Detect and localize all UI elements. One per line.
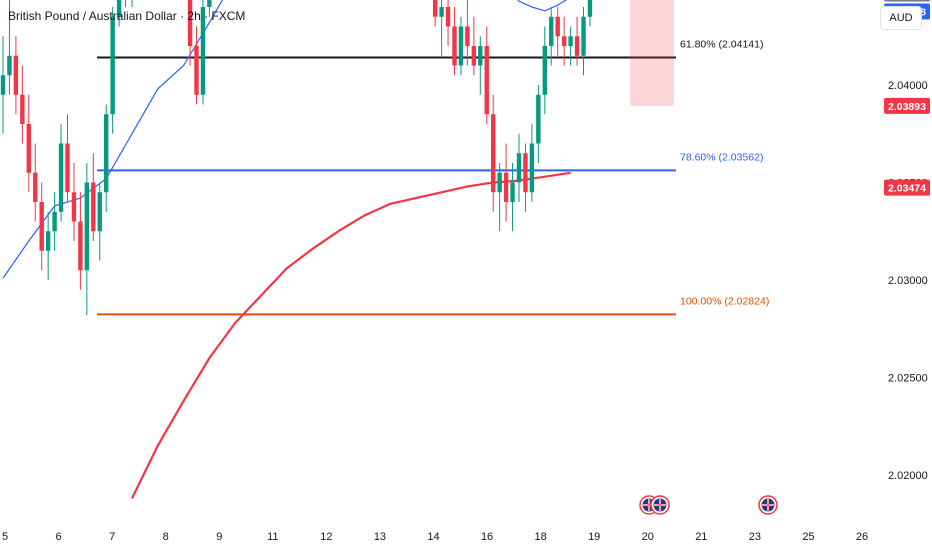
price-label: 2.03474 bbox=[884, 179, 930, 196]
candle-body bbox=[65, 143, 70, 193]
price-label: 2.04469 bbox=[884, 0, 930, 2]
slow-moving-average bbox=[131, 171, 571, 499]
candle-body bbox=[116, 0, 122, 17]
candle-body bbox=[497, 172, 502, 193]
candle-body bbox=[587, 0, 593, 17]
candlestick-series bbox=[0, 0, 593, 316]
x-tick-label: 11 bbox=[267, 531, 278, 543]
x-tick-label: 8 bbox=[163, 531, 169, 543]
candle-body bbox=[194, 46, 199, 95]
flag-event-icon bbox=[758, 495, 778, 515]
chart-title: British Pound / Australian Dollar · 2h ·… bbox=[8, 9, 246, 23]
candle-body bbox=[200, 7, 206, 95]
price-label-bg bbox=[884, 97, 930, 114]
price-axis[interactable]: 2.065002.060002.055002.050002.045002.040… bbox=[888, 0, 928, 482]
candle-body bbox=[97, 192, 102, 232]
y-tick-label: 2.03000 bbox=[888, 275, 928, 287]
currency-button[interactable]: AUD bbox=[880, 6, 922, 30]
fast-moving-average bbox=[2, 0, 568, 279]
candle-body bbox=[20, 94, 25, 124]
candle-body bbox=[561, 36, 567, 46]
x-tick-label: 6 bbox=[56, 531, 62, 543]
candle-body bbox=[52, 211, 57, 232]
candle-body bbox=[471, 46, 477, 66]
fib-level-label: 78.60% (2.03562) bbox=[680, 151, 763, 163]
candle-body bbox=[58, 143, 64, 212]
candle-body bbox=[0, 75, 6, 95]
candle-body bbox=[26, 124, 31, 173]
candle-body bbox=[207, 0, 212, 7]
x-tick-label: 12 bbox=[320, 531, 332, 543]
x-tick-label: 9 bbox=[216, 531, 222, 543]
candle-body bbox=[491, 114, 496, 193]
candle-body bbox=[568, 36, 573, 46]
fib-level-label: 61.80% (2.04141) bbox=[680, 39, 763, 51]
y-tick-label: 2.02000 bbox=[888, 470, 928, 482]
x-tick-label: 19 bbox=[588, 531, 600, 543]
candle-body bbox=[484, 46, 489, 115]
fib-level-label: 100.00% (2.02824) bbox=[680, 295, 769, 307]
candle-body bbox=[39, 202, 44, 251]
candle-body bbox=[510, 182, 515, 202]
candle-body bbox=[516, 153, 522, 183]
x-tick-label: 13 bbox=[374, 531, 386, 543]
x-tick-label: 26 bbox=[856, 531, 868, 543]
candle-body bbox=[104, 114, 109, 193]
price-label-bg bbox=[884, 179, 930, 196]
time-axis[interactable]: 5 6 7 8 9 11 12 13 14 16 18 19 20 21 23 25 26 bbox=[2, 531, 868, 543]
x-tick-label: 23 bbox=[749, 531, 761, 543]
candle-body bbox=[503, 172, 509, 202]
candle-body bbox=[432, 0, 438, 17]
candle-body bbox=[549, 16, 554, 46]
price-label-text: 2.04469 bbox=[888, 0, 926, 1]
candle-body bbox=[452, 26, 457, 66]
candle-body bbox=[187, 0, 193, 46]
x-tick-label: 5 bbox=[2, 531, 8, 543]
y-tick-label: 2.02500 bbox=[888, 373, 928, 385]
candle-body bbox=[465, 26, 470, 46]
fib-retracement[interactable]: 0.00% (2.06272)23.60% (2.05458)38.20% (2… bbox=[97, 0, 769, 316]
x-tick-label: 20 bbox=[642, 531, 654, 543]
x-tick-label: 7 bbox=[109, 531, 115, 543]
x-tick-label: 16 bbox=[481, 531, 493, 543]
candle-body bbox=[13, 55, 19, 95]
candle-body bbox=[523, 153, 528, 193]
x-tick-label: 18 bbox=[535, 531, 547, 543]
candle-body bbox=[71, 192, 77, 222]
x-tick-label: 14 bbox=[427, 531, 439, 543]
x-tick-label: 21 bbox=[695, 531, 707, 543]
price-label-text: 2.03893 bbox=[888, 101, 926, 113]
candle-body bbox=[458, 26, 464, 66]
candle-body bbox=[110, 16, 115, 115]
event-markers bbox=[639, 495, 778, 515]
candle-body bbox=[478, 46, 483, 66]
candle-body bbox=[529, 143, 535, 193]
price-label: 2.03893 bbox=[884, 97, 930, 114]
price-label-bg bbox=[884, 0, 930, 2]
candle-body bbox=[542, 46, 547, 95]
x-tick-label: 25 bbox=[802, 531, 814, 543]
candle-body bbox=[84, 182, 90, 271]
stop-zone bbox=[630, 0, 674, 106]
candle-body bbox=[555, 16, 560, 37]
price-label-text: 2.03474 bbox=[888, 183, 926, 195]
candle-body bbox=[574, 36, 580, 56]
candle-body bbox=[45, 231, 51, 251]
candle-body bbox=[7, 55, 12, 76]
candle-body bbox=[91, 182, 96, 232]
candle-body bbox=[581, 16, 586, 56]
candle-body bbox=[536, 94, 541, 144]
flag-event-icon bbox=[650, 495, 670, 515]
y-tick-label: 2.04000 bbox=[888, 80, 928, 92]
candle-body bbox=[439, 7, 444, 17]
candle-body bbox=[78, 221, 83, 271]
long-position-tool[interactable] bbox=[630, 0, 674, 106]
candle-body bbox=[33, 172, 38, 202]
candle-body bbox=[445, 7, 451, 27]
